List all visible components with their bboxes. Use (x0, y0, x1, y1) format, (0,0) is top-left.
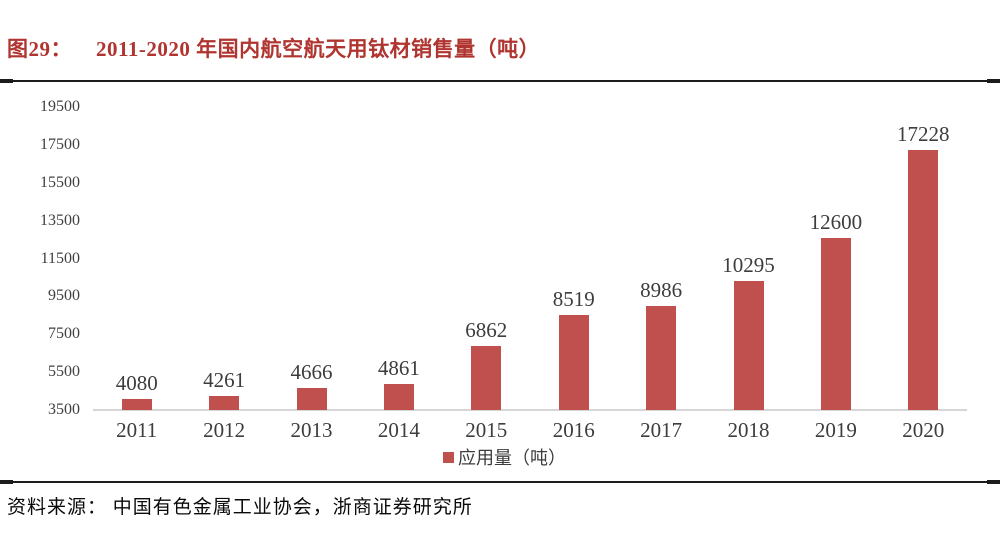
bar-2019 (820, 237, 851, 410)
bar-value-label: 6862 (465, 318, 508, 343)
bar-2017 (646, 306, 677, 410)
header-divider-line (0, 79, 1000, 83)
bar-2012 (209, 395, 240, 410)
data-source-text: 资料来源： 中国有色金属工业协会，浙商证券研究所 (7, 497, 473, 518)
x-axis-line (93, 409, 967, 411)
bar-value-label: 8986 (640, 278, 683, 303)
y-axis-tick-label: 11500 (40, 249, 80, 267)
legend-label: 应用量（吨） (458, 448, 566, 468)
x-axis-tick-label: 2015 (465, 418, 508, 442)
bar-value-label: 8519 (552, 286, 595, 311)
y-axis-tick-label: 7500 (48, 325, 80, 343)
y-axis-tick-label: 5500 (48, 363, 80, 381)
x-axis-tick-label: 2018 (727, 418, 770, 442)
divider-end-cap (0, 480, 13, 484)
legend-swatch (443, 451, 454, 463)
bar-value-label: 4861 (377, 356, 420, 381)
bar-2020 (908, 150, 939, 410)
y-axis-tick-label: 3500 (48, 401, 80, 418)
x-axis-tick-label: 2014 (377, 418, 420, 442)
bar-2013 (296, 387, 327, 410)
x-axis-tick-label: 2013 (290, 418, 333, 442)
bar-value-label: 4666 (290, 359, 333, 384)
x-axis-tick-label: 2020 (902, 418, 945, 442)
divider-end-cap (987, 480, 1000, 484)
y-axis-tick-label: 13500 (40, 211, 80, 229)
y-axis-tick-label: 17500 (40, 135, 80, 153)
y-axis-tick-label: 19500 (40, 98, 80, 115)
bar-value-label: 4080 (115, 371, 158, 396)
y-axis-tick-label: 9500 (48, 287, 80, 305)
bar-value-label: 4261 (203, 367, 246, 392)
footer-divider-line (0, 480, 1000, 484)
x-axis-tick-label: 2016 (552, 418, 595, 442)
bar-value-label: 10295 (722, 253, 775, 278)
figure-header: 图29： 2011-2020 年国内航空航天用钛材销售量（吨） (7, 33, 540, 63)
x-axis-tick-label: 2011 (116, 418, 158, 442)
bar-value-label: 17228 (897, 122, 950, 147)
bar-2011 (121, 399, 152, 410)
bar-value-label: 12600 (809, 209, 863, 234)
bar-2016 (558, 314, 589, 410)
bar-2018 (733, 281, 764, 410)
bar-2015 (471, 346, 502, 410)
y-axis-tick-label: 15500 (40, 173, 80, 191)
divider-end-cap (987, 79, 1000, 83)
figure-number-label: 图29： (7, 37, 72, 61)
x-axis-tick-label: 2019 (814, 418, 857, 442)
bar-2014 (383, 384, 414, 410)
divider-end-cap (0, 79, 13, 83)
figure-title: 2011-2020 年国内航空航天用钛材销售量（吨） (96, 37, 541, 61)
x-axis-tick-label: 2017 (640, 418, 683, 442)
x-axis-tick-label: 2012 (203, 418, 246, 442)
chart-legend: 应用量（吨） (443, 445, 566, 469)
